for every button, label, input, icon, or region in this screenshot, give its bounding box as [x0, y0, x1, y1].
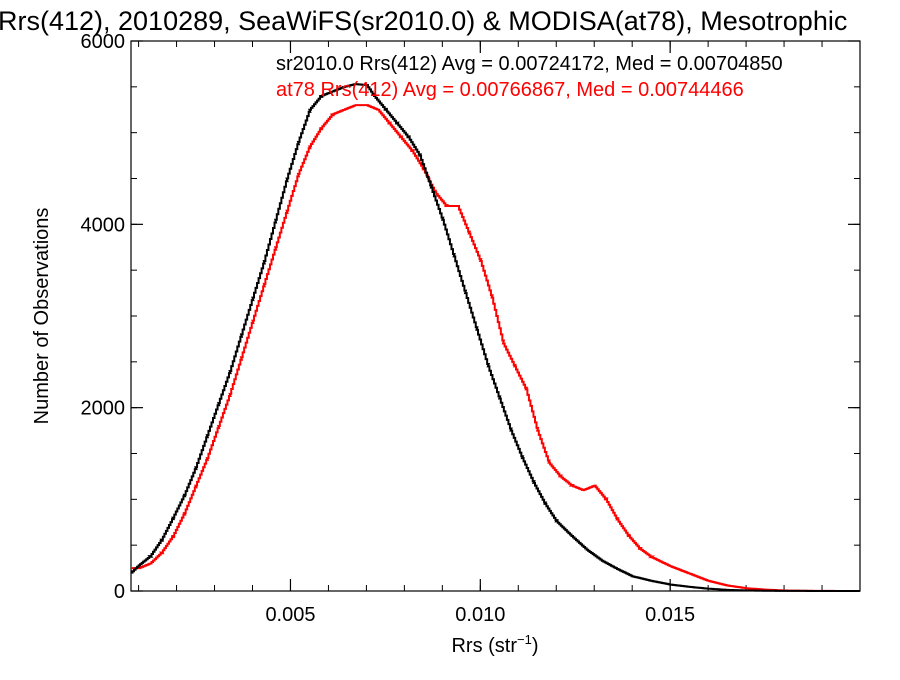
y-tick-label: 2000 [81, 398, 126, 420]
y-tick-label: 4000 [81, 214, 126, 236]
y-tick-label: 0 [114, 581, 125, 603]
y-tick-label: 6000 [81, 31, 126, 53]
legend-entry-at78: at78 Rrs(412) Avg = 0.00766867, Med = 0.… [276, 79, 744, 101]
chart-title: Rrs(412), 2010289, SeaWiFS(sr2010.0) & M… [0, 6, 847, 36]
legend-entry-sr2010: sr2010.0 Rrs(412) Avg = 0.00724172, Med … [276, 53, 783, 75]
axis-ticks: 0.005 0.010 0.015 0 2000 4000 6000 [81, 31, 861, 626]
x-axis-label-superscript: −1 [517, 632, 532, 647]
x-tick-label: 0.005 [265, 604, 315, 626]
x-axis-label: Rrs (str−1) [451, 632, 538, 657]
x-tick-label: 0.015 [645, 604, 695, 626]
series-line-at78 [131, 104, 860, 592]
series-layer [131, 83, 860, 592]
x-axis-label-suffix: ) [532, 635, 539, 657]
series-line-sr2010-0 [131, 83, 860, 592]
x-axis-label-main: Rrs (str [451, 635, 517, 657]
x-tick-label: 0.010 [455, 604, 505, 626]
y-axis-label: Number of Observations [31, 208, 53, 425]
